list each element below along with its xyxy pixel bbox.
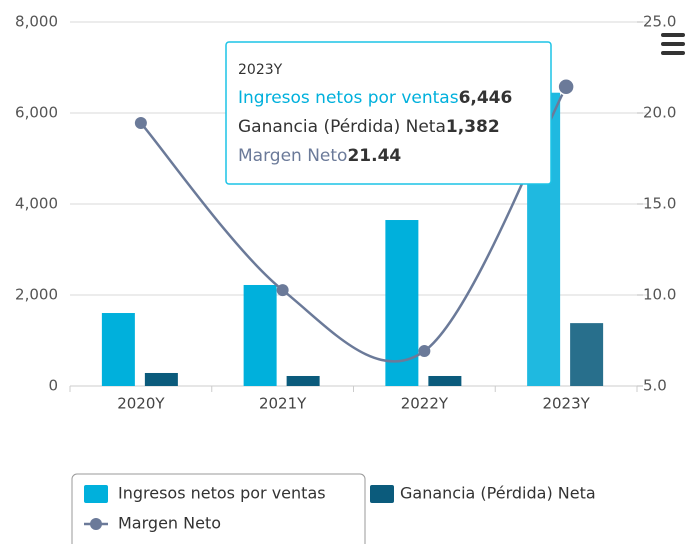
bar [428, 375, 462, 386]
line [139, 86, 568, 363]
tooltip-series-name: Ganancia (Pérdida) Neta [238, 117, 446, 137]
bar [144, 372, 178, 386]
legend-label: Margen Neto [118, 514, 221, 533]
menu-icon[interactable] [661, 33, 685, 55]
y-tick-label: 0 [48, 377, 58, 395]
x-tick-label: 2021Y [259, 395, 307, 413]
legend-label: Ingresos netos por ventas [118, 484, 326, 503]
line-marker [418, 345, 431, 358]
y2-tick-label: 15.0 [643, 195, 676, 213]
y2-tick-label: 25.0 [643, 13, 676, 31]
x-tick-label: 2020Y [117, 395, 165, 413]
y2-tick-label: 5.0 [643, 377, 667, 395]
tooltip-series-name: Margen Neto [238, 146, 347, 166]
tooltip: 2023Y Ingresos netos por ventas6,446 Ganan… [225, 41, 552, 185]
legend-marker [90, 518, 102, 530]
line-marker [276, 284, 289, 297]
tooltip-title: 2023Y [238, 62, 283, 78]
tooltip-value: 21.44 [347, 146, 401, 166]
tooltip-box [225, 41, 552, 185]
tooltip-value: 6,446 [459, 88, 513, 108]
y-tick-label: 2,000 [15, 286, 58, 304]
tooltip-row: Ingresos netos por ventas6,446 [238, 88, 512, 108]
legend-label: Ganancia (Pérdida) Neta [400, 484, 596, 503]
line-marker [134, 117, 147, 130]
line-marker [557, 78, 575, 96]
tooltip-row: Margen Neto21.44 [238, 146, 401, 166]
y-tick-label: 4,000 [15, 195, 58, 213]
y2-tick-label: 20.0 [643, 104, 676, 122]
bar [101, 313, 135, 386]
legend-swatch [370, 485, 394, 503]
x-tick-label: 2023Y [542, 395, 590, 413]
y2-tick-label: 10.0 [643, 286, 676, 304]
tooltip-value: 1,382 [446, 117, 500, 137]
legend: Ingresos netos por ventas Ganancia (Pérdi… [71, 473, 596, 548]
legend-swatch [84, 485, 108, 503]
bar [570, 323, 604, 386]
y-tick-label: 6,000 [15, 104, 58, 122]
bar [243, 284, 277, 386]
tooltip-row: Ganancia (Pérdida) Neta1,382 [238, 117, 500, 137]
legend-box [71, 473, 366, 548]
x-tick-label: 2022Y [401, 395, 449, 413]
bar [286, 375, 320, 386]
tooltip-series-name: Ingresos netos por ventas [238, 88, 459, 108]
y-tick-label: 8,000 [15, 13, 58, 31]
